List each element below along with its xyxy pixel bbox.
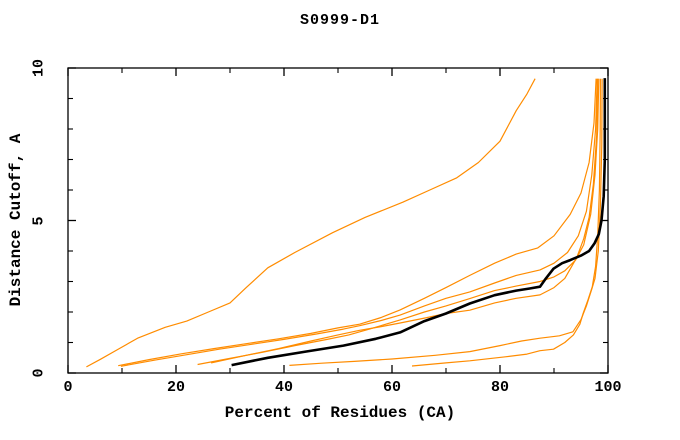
x-tick-label: 80 [490, 379, 510, 396]
y-tick-label: 0 [30, 368, 48, 378]
x-axis-label: Percent of Residues (CA) [224, 404, 456, 422]
model-c-curve [120, 78, 598, 367]
x-tick-label: 20 [166, 379, 186, 396]
reference-model-curve [231, 78, 607, 367]
model-e-curve [210, 78, 599, 364]
model-f-curve [289, 78, 603, 366]
y-tick-label: 10 [30, 58, 48, 78]
model-b-curve [118, 78, 597, 367]
x-tick-label: 0 [63, 379, 73, 396]
model-d-curve [197, 78, 600, 366]
model-a-curve [86, 78, 536, 368]
x-tick-label: 100 [594, 379, 622, 396]
chart-title: S0999-D1 [299, 12, 380, 29]
x-tick-label: 40 [274, 379, 294, 396]
model-g-curve [411, 78, 602, 367]
plot-frame [67, 67, 609, 374]
x-tick-label: 60 [382, 379, 402, 396]
y-axis-label: Distance Cutoff, A [7, 133, 25, 307]
y-tick-label: 5 [30, 215, 48, 226]
